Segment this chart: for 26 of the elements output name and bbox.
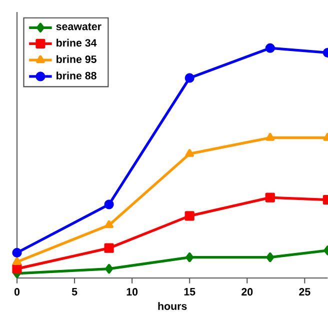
point <box>12 257 22 265</box>
point <box>185 149 194 157</box>
legend-label: brine 88 <box>56 72 96 80</box>
point <box>184 211 194 221</box>
point <box>265 43 275 53</box>
point <box>104 200 114 210</box>
point <box>266 132 274 141</box>
point <box>12 264 22 274</box>
x-axis-title: hours <box>158 302 187 310</box>
point <box>184 73 194 83</box>
legend-label: brine 34 <box>56 38 97 47</box>
x-tick-label: 5 <box>72 288 78 296</box>
x-tick-label: 10 <box>126 288 138 296</box>
point <box>186 252 194 262</box>
point <box>266 252 274 262</box>
x-tick-label: 15 <box>184 288 196 296</box>
legend-label: seawater <box>56 23 102 30</box>
x-tick-label: 25 <box>299 288 310 296</box>
point <box>105 264 113 274</box>
legend-label: brine 95 <box>56 55 96 64</box>
point <box>104 220 114 228</box>
point <box>12 248 22 258</box>
point <box>265 192 275 202</box>
x-tick-label: 20 <box>242 288 253 296</box>
x-tick-label: 0 <box>14 288 20 296</box>
point <box>104 243 114 253</box>
